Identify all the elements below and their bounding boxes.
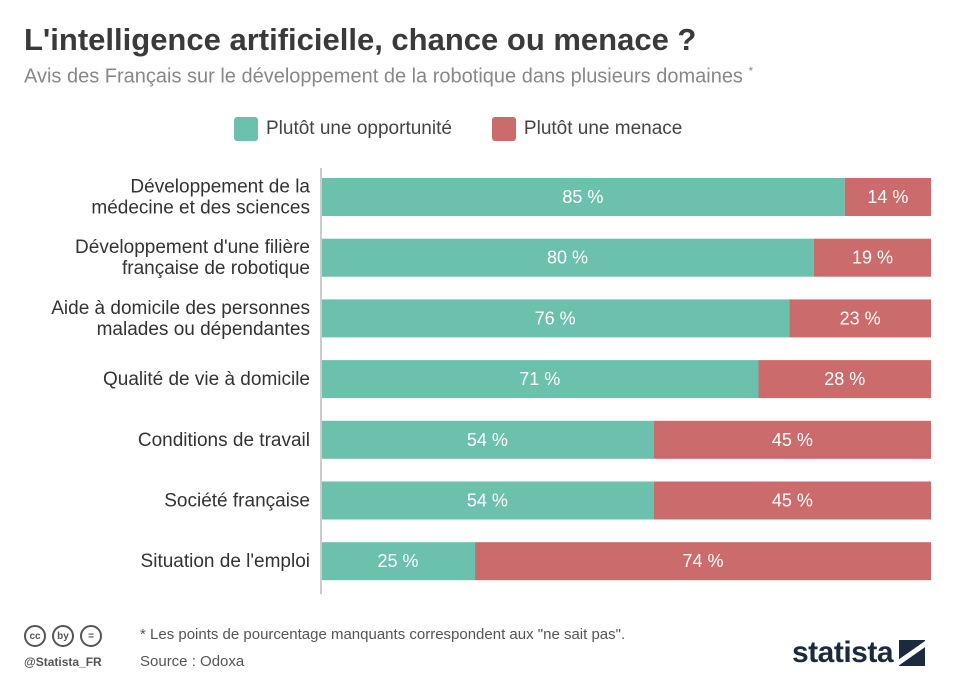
bar-opportunity xyxy=(321,481,654,520)
bar-opportunity xyxy=(321,238,814,277)
data-label-threat: 28 % xyxy=(824,369,865,389)
legend: Plutôt une opportunité Plutôt une menace xyxy=(234,117,722,141)
bar-opportunity xyxy=(321,178,845,216)
legend-item-threat: Plutôt une menace xyxy=(491,117,683,141)
bar-opportunity xyxy=(321,542,476,581)
chart-subtitle: Avis des Français sur le développement d… xyxy=(24,64,753,89)
category-label: Conditions de travail xyxy=(138,430,310,451)
license-icons: cc by = xyxy=(24,625,108,647)
no-derivatives-icon: = xyxy=(80,625,102,647)
bar-opportunity xyxy=(321,299,790,338)
legend-label-opportunity: Plutôt une opportunité xyxy=(266,118,452,139)
data-label-opportunity: 54 % xyxy=(467,430,508,450)
data-label-opportunity: 54 % xyxy=(467,491,508,511)
bar-opportunity xyxy=(321,360,759,399)
brand-wordmark: statista xyxy=(792,636,894,669)
brand-logo: statista xyxy=(792,636,926,670)
category-label: Situation de l'emploi xyxy=(141,551,310,572)
data-label-threat: 74 % xyxy=(683,551,724,571)
bar-threat xyxy=(758,360,931,399)
category-label: Aide à domicile des personnes xyxy=(51,298,310,319)
chart-title: L'intelligence artificielle, chance ou m… xyxy=(24,22,697,57)
data-label-threat: 23 % xyxy=(840,308,881,328)
bar-threat xyxy=(653,420,931,459)
bar-threat xyxy=(789,299,931,338)
data-label-threat: 45 % xyxy=(772,491,813,511)
data-label-opportunity: 71 % xyxy=(519,369,560,389)
data-label-threat: 19 % xyxy=(852,248,893,268)
bar-opportunity xyxy=(321,420,654,459)
source-line: Source : Odoxa xyxy=(140,653,245,670)
data-label-opportunity: 25 % xyxy=(378,551,419,571)
data-label-threat: 45 % xyxy=(772,430,813,450)
category-label: française de robotique xyxy=(122,258,310,279)
attribution-icon: by xyxy=(52,625,74,647)
category-label: Qualité de vie à domicile xyxy=(103,369,310,390)
bar-threat xyxy=(813,238,931,277)
category-label: Développement de la xyxy=(130,177,310,198)
statista-logo-icon xyxy=(899,640,926,666)
data-label-threat: 14 % xyxy=(867,187,908,207)
cc-icon: cc xyxy=(24,625,46,647)
legend-label-threat: Plutôt une menace xyxy=(523,118,683,139)
category-label: Développement d'une filière xyxy=(75,237,310,258)
social-handle: @Statista_FR xyxy=(24,655,102,669)
data-label-opportunity: 76 % xyxy=(535,308,576,328)
category-label: médecine et des sciences xyxy=(91,198,310,219)
bar-threat xyxy=(475,542,931,581)
legend-item-opportunity: Plutôt une opportunité xyxy=(234,117,452,141)
subtitle-footnote-mark: * xyxy=(748,64,754,78)
footnote: * Les points de pourcentage manquants co… xyxy=(140,626,626,643)
bar-threat xyxy=(844,178,931,216)
bar-threat xyxy=(653,481,931,520)
category-label: malades ou dépendantes xyxy=(97,319,310,340)
data-label-opportunity: 85 % xyxy=(562,187,603,207)
legend-swatch-threat xyxy=(491,117,516,141)
subtitle-text: Avis des Français sur le développement d… xyxy=(24,65,743,88)
legend-swatch-opportunity xyxy=(234,117,258,141)
data-label-opportunity: 80 % xyxy=(547,248,588,268)
category-label: Société française xyxy=(164,491,310,512)
